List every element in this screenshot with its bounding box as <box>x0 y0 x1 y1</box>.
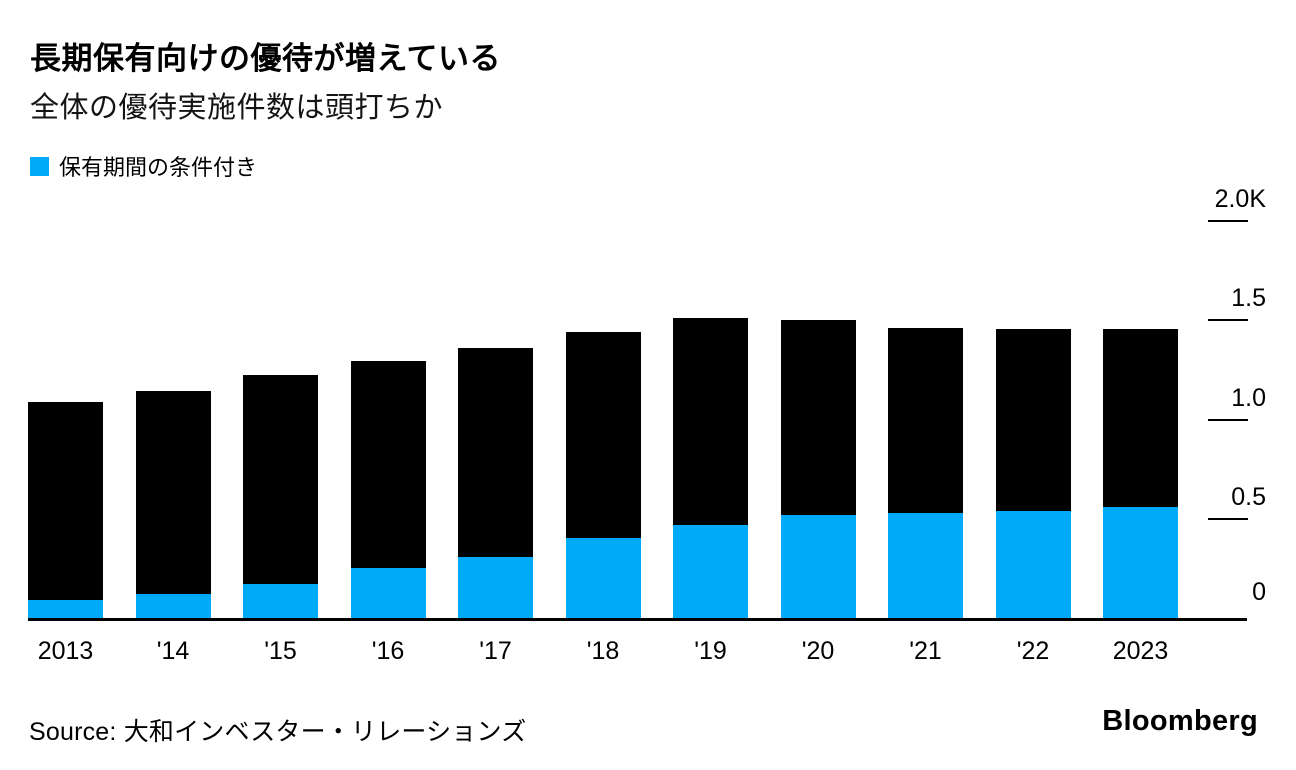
x-axis-line <box>28 618 1247 621</box>
x-axis-label: '18 <box>586 637 620 665</box>
bar-conditional-segment <box>673 525 748 619</box>
bar-total-segment <box>888 328 963 513</box>
bar-group-19 <box>673 318 748 619</box>
bar-conditional-segment <box>888 513 963 619</box>
y-axis-label: 2.0K <box>1214 185 1266 213</box>
bar-conditional-segment <box>458 557 533 619</box>
bar-group-2013 <box>28 402 103 619</box>
bar-total-segment <box>350 361 426 568</box>
bar-conditional-segment <box>135 594 211 619</box>
bar-group-16 <box>350 361 426 619</box>
bar-group-15 <box>243 375 318 619</box>
bar-total-segment <box>28 402 103 600</box>
chart-subtitle: 全体の優待実施件数は頭打ちか <box>30 92 444 124</box>
bar-conditional-segment <box>780 515 856 619</box>
y-axis-label: 0 <box>1252 578 1266 606</box>
x-axis-label: '17 <box>479 637 512 665</box>
bar-total-segment <box>565 332 641 538</box>
bar-group-14 <box>135 391 211 619</box>
bar-group-20 <box>780 320 856 619</box>
x-axis-label: 2013 <box>37 637 94 665</box>
bar-group-18 <box>565 332 641 619</box>
y-axis-label: 1.0 <box>1231 384 1266 412</box>
bar-total-segment <box>458 348 533 557</box>
bar-total-segment <box>243 375 318 584</box>
bar-conditional-segment <box>565 538 641 619</box>
x-axis-label: '19 <box>694 637 727 665</box>
legend-label: 保有期間の条件付き <box>59 155 258 180</box>
x-axis-labels: 2013 '14 '15 '16 '17 '18 '19 '20 '21 '22 2023 <box>28 637 1178 666</box>
x-axis-label: '15 <box>264 637 297 665</box>
x-axis-label: '16 <box>371 637 405 665</box>
bar-group-2023 <box>1103 329 1178 619</box>
x-axis-label: 2023 <box>1112 637 1169 665</box>
y-axis-tick <box>1208 220 1248 222</box>
x-axis-label: '14 <box>156 637 190 665</box>
bar-group-22 <box>995 329 1071 619</box>
y-axis-label: 0.5 <box>1231 483 1266 511</box>
bar-conditional-segment <box>1103 507 1178 619</box>
bar-total-segment <box>1103 329 1178 507</box>
chart-title: 長期保有向けの優待が増えている <box>30 41 501 76</box>
bar-group-21 <box>888 328 963 619</box>
bar-conditional-segment <box>350 568 426 619</box>
x-axis-label: '21 <box>909 637 942 665</box>
bar-total-segment <box>995 329 1071 511</box>
legend-swatch-icon <box>30 156 49 176</box>
x-axis-label: '20 <box>801 637 835 665</box>
y-axis-tick <box>1208 419 1248 421</box>
y-axis-label: 1.5 <box>1231 284 1266 312</box>
bar-conditional-segment <box>243 584 318 619</box>
bar-total-segment <box>780 320 856 515</box>
bloomberg-logo: Bloomberg <box>1102 705 1258 737</box>
bar-conditional-segment <box>995 511 1071 619</box>
bar-conditional-segment <box>28 600 103 619</box>
bar-total-segment <box>673 318 748 525</box>
bar-group-17 <box>458 348 533 619</box>
source-text: Source: 大和インベスター・リレーションズ <box>29 718 527 746</box>
x-axis-label: '22 <box>1016 637 1050 665</box>
bar-plot-area <box>28 222 1178 619</box>
bar-total-segment <box>135 391 211 594</box>
legend: 保有期間の条件付き <box>30 150 257 182</box>
y-axis-tick <box>1208 518 1248 520</box>
y-axis-tick <box>1208 319 1248 321</box>
